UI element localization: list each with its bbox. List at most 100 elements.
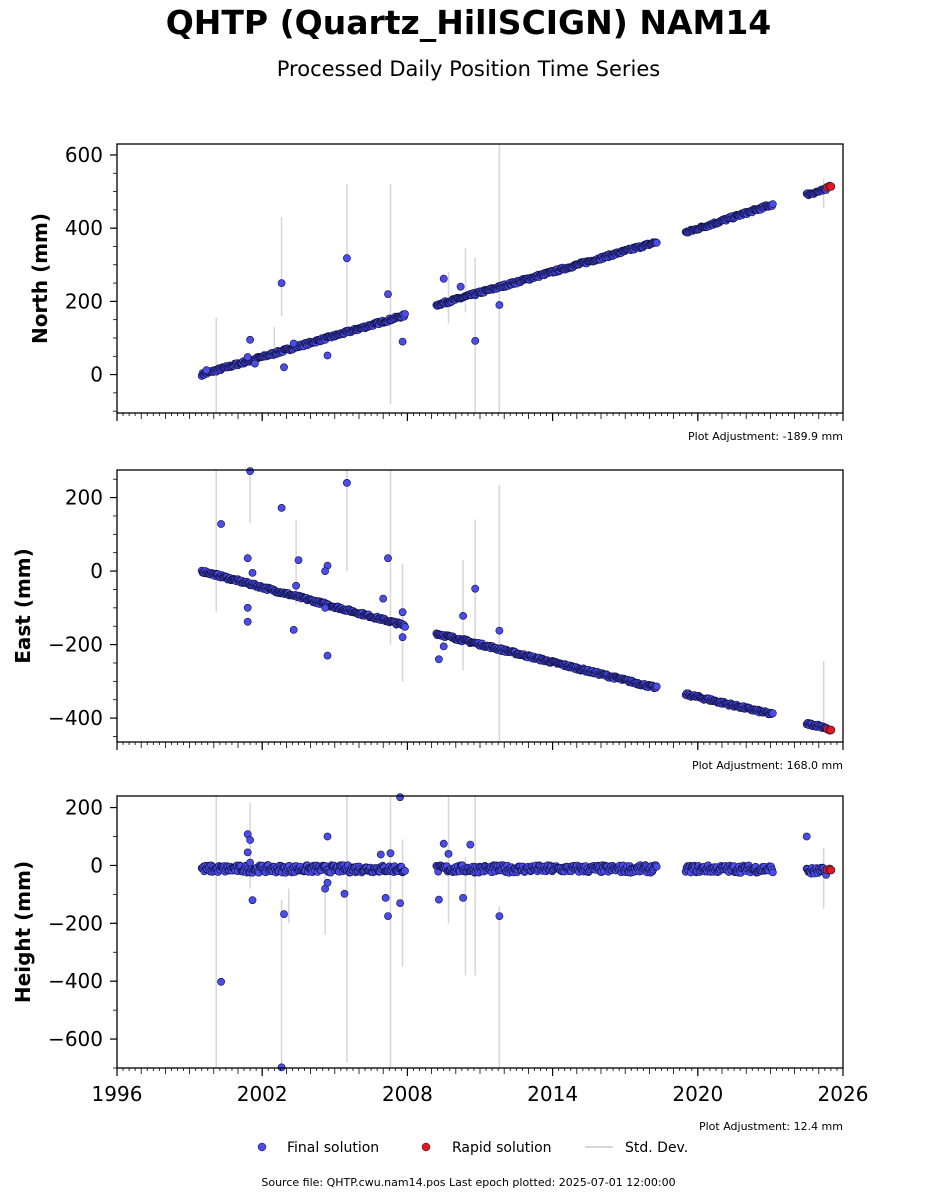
height-final-point (434, 895, 443, 904)
east-final-point (243, 554, 252, 563)
east-final-point (398, 633, 407, 642)
height-final-point (381, 894, 390, 902)
east-final-point (294, 556, 303, 564)
north-final-point (246, 335, 254, 344)
height-rapid-point (826, 865, 836, 875)
height-final-point (323, 878, 332, 887)
north-final-point (495, 301, 504, 309)
east-final-point (495, 626, 504, 635)
height-final-point (217, 977, 225, 986)
legend: Final solution Rapid solution Std. Dev. (257, 1140, 688, 1156)
north-final-point (280, 363, 288, 372)
north-final-point (243, 353, 252, 361)
height-axes-frame (116, 795, 844, 1069)
height-adjustment-label: Plot Adjustment: 12.4 mm (699, 1120, 843, 1133)
east-final-point (401, 623, 409, 631)
north-final-point (250, 359, 259, 368)
east-y-tick-label: 200 (65, 486, 103, 510)
north-y-tick-label: 600 (65, 143, 103, 167)
height-final-point (439, 839, 448, 848)
east-final-point (321, 567, 329, 575)
height-panel: 1996 2002 2008 2014 2020 2026 −600 −400 −200 0 200… (11, 793, 868, 1133)
east-final-point (292, 581, 300, 590)
north-y-tick-label: 400 (65, 216, 103, 240)
height-x-tick-label: 2002 (237, 1082, 288, 1106)
source-footer: Source file: QHTP.cwu.nam14.pos Last epo… (261, 1176, 676, 1189)
north-final-point (401, 310, 409, 318)
north-rapid-point (826, 182, 836, 191)
north-panel: 0 200 400 600 North (mm) Plot Adjustment: -18… (28, 143, 844, 443)
east-final-point (321, 603, 329, 612)
east-final-point (246, 467, 254, 475)
legend-rapid-marker (421, 1142, 431, 1152)
north-final-point (289, 339, 298, 348)
east-final-point (439, 642, 448, 651)
height-final-point (386, 849, 395, 858)
east-final-point (323, 651, 332, 660)
chart-subtitle: Processed Daily Position Time Series (276, 57, 661, 81)
east-final-point (471, 584, 480, 593)
north-final-point (398, 337, 407, 346)
east-y-axis-label: East (mm) (11, 548, 35, 664)
east-y-tick-label: −200 (48, 633, 103, 657)
east-final-point (652, 682, 661, 691)
east-final-point (384, 554, 392, 563)
east-final-point (243, 617, 252, 626)
height-final-point (652, 862, 661, 871)
north-final-point (652, 238, 661, 247)
height-x-tick-label: 2014 (527, 1082, 578, 1106)
east-final-point (459, 612, 467, 620)
north-final-point (384, 290, 392, 298)
height-x-tick-label: 1996 (92, 1082, 143, 1106)
height-x-tick-label: 2008 (382, 1082, 433, 1106)
height-y-tick-label: 200 (65, 796, 103, 820)
height-final-point (495, 912, 504, 920)
north-y-tick-label: 200 (65, 289, 103, 313)
east-final-point (289, 626, 298, 634)
height-final-point (280, 910, 288, 918)
north-axes-frame (116, 143, 844, 414)
east-rapid-point (826, 725, 836, 735)
height-y-axis-label: Height (mm) (11, 861, 35, 1003)
north-adjustment-label: Plot Adjustment: -189.9 mm (688, 430, 843, 443)
chart-title: QHTP (Quartz_HillSCIGN) NAM14 (165, 3, 772, 42)
north-final-point (277, 279, 286, 287)
legend-final-label: Final solution (287, 1140, 379, 1156)
legend-rapid-label: Rapid solution (452, 1140, 552, 1156)
east-panel: −400 −200 0 200 East (mm) Plot Adjustment: 16… (11, 467, 844, 772)
east-final-point (379, 594, 388, 603)
east-final-point (768, 709, 777, 718)
legend-final-marker (257, 1142, 267, 1152)
east-final-point (342, 478, 351, 487)
legend-std-label: Std. Dev. (625, 1140, 688, 1156)
height-final-point (384, 912, 392, 920)
height-final-point (243, 848, 252, 857)
north-final-point (323, 351, 332, 360)
height-y-tick-label: −400 (48, 969, 103, 993)
height-final-point (376, 850, 385, 859)
height-final-point (396, 793, 404, 802)
east-final-point (398, 608, 407, 617)
height-final-point (323, 832, 332, 841)
height-final-point (401, 867, 409, 875)
north-final-point (456, 282, 465, 291)
east-final-point (243, 603, 252, 612)
height-final-point (768, 868, 777, 877)
east-final-point (434, 655, 443, 664)
north-final-point (202, 366, 211, 375)
north-y-axis-label: North (mm) (28, 213, 52, 344)
east-final-point (277, 503, 286, 512)
height-final-point (466, 840, 475, 849)
height-y-tick-label: −600 (48, 1027, 103, 1051)
height-final-point (246, 858, 254, 867)
east-y-tick-label: 0 (90, 559, 103, 583)
east-final-point (217, 520, 225, 528)
north-final-point (342, 254, 351, 263)
height-final-point (802, 832, 811, 841)
height-final-point (248, 896, 257, 905)
height-final-point (340, 889, 349, 898)
height-y-tick-label: −200 (48, 911, 103, 935)
east-adjustment-label: Plot Adjustment: 168.0 mm (692, 759, 843, 772)
height-x-tick-label: 2020 (672, 1082, 723, 1106)
